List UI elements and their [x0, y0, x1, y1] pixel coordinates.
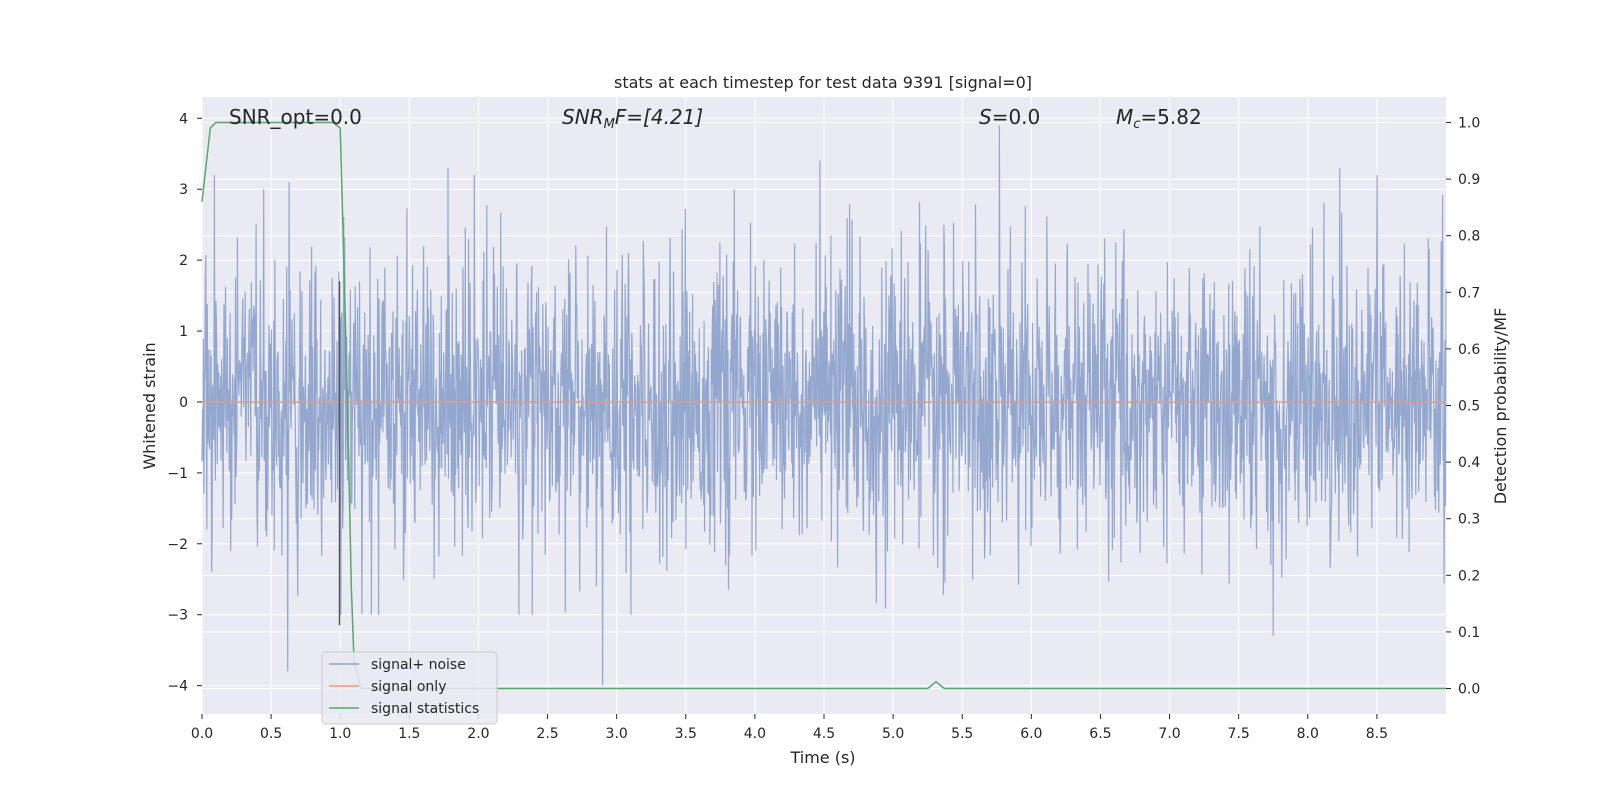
x-tick-label: 8.0 [1297, 726, 1319, 742]
y-axis-right-ticks: 1.0 0.9 0.8 0.7 0.6 0.5 0.4 0.3 0.2 0.1 0.0 [1446, 115, 1480, 698]
legend-label-signal-only: signal only [371, 679, 446, 695]
legend-box [321, 651, 498, 725]
x-tick-label: 1.0 [329, 726, 351, 742]
y-right-tick-label: 0.0 [1458, 682, 1480, 698]
x-tick-label: 6.0 [1020, 726, 1042, 742]
x-tick-label: 4.5 [813, 726, 835, 742]
x-tick-label: 5.5 [951, 726, 973, 742]
y-right-tick-label: 0.4 [1458, 455, 1480, 471]
y-right-tick-label: 0.8 [1458, 229, 1480, 245]
x-tick-label: 2.5 [536, 726, 558, 742]
x-tick-label: 3.0 [606, 726, 628, 742]
x-tick-label: 2.0 [467, 726, 489, 742]
x-tick-label: 6.5 [1089, 726, 1111, 742]
legend-label-signal-statistics: signal statistics [371, 701, 479, 717]
chart-title: stats at each timestep for test data 939… [614, 73, 1032, 92]
series-signal-statistics [201, 121, 1446, 690]
annotation-mc-tail: =5.82 [1140, 105, 1201, 129]
legend-label-signal-noise: signal+ noise [371, 657, 466, 673]
y-left-tick-label: −1 [167, 466, 188, 482]
y-left-tick-label: 0 [179, 395, 188, 411]
y-axis-left-label: Whitened strain [140, 342, 159, 469]
annotation-mc: Mc=5.82 [1116, 105, 1202, 132]
annotation-snr-opt: SNR_opt=0.0 [229, 105, 362, 129]
annotation-snr-mf-tail: F=[4.21] [615, 105, 703, 129]
x-tick-label: 4.0 [744, 726, 766, 742]
annotation-s: S=0.0 [979, 105, 1040, 129]
y-left-tick-label: 3 [179, 182, 188, 198]
y-left-tick-label: −4 [167, 679, 188, 695]
annotation-s-main: S [979, 105, 992, 129]
y-right-tick-label: 1.0 [1458, 115, 1480, 131]
y-axis-right-label: Detection probability/MF [1491, 308, 1510, 505]
annotation-mc-sub: c [1133, 117, 1140, 132]
annotation-mc-main: M [1116, 105, 1133, 129]
y-left-tick-label: 4 [179, 111, 188, 127]
y-left-tick-label: −3 [167, 608, 188, 624]
y-left-tick-label: −2 [167, 537, 188, 553]
y-left-tick-label: 1 [179, 324, 188, 340]
x-tick-label: 8.5 [1366, 726, 1388, 742]
x-tick-label: 7.5 [1228, 726, 1250, 742]
y-right-tick-label: 0.6 [1458, 342, 1480, 358]
x-tick-label: 7.0 [1158, 726, 1180, 742]
noise-polyline [201, 125, 1447, 686]
annotation-snr-mf-sub: M [604, 117, 615, 132]
legend: signal+ noise signal only signal statist… [321, 651, 498, 725]
series-signal-noise [201, 125, 1447, 686]
y-right-tick-label: 0.9 [1458, 172, 1480, 188]
y-axis-left-ticks: 4 3 2 1 0 −1 −2 −3 −4 [167, 111, 202, 695]
x-tick-label: 0.0 [191, 726, 213, 742]
x-axis-label: Time (s) [789, 748, 855, 767]
annotation-s-tail: =0.0 [992, 105, 1041, 129]
y-right-tick-label: 0.3 [1458, 512, 1480, 528]
annotation-snr-mf-main: SNR [562, 105, 604, 129]
y-left-tick-label: 2 [179, 253, 188, 269]
y-right-tick-label: 0.7 [1458, 285, 1480, 301]
x-tick-label: 3.5 [675, 726, 697, 742]
x-tick-label: 0.5 [260, 726, 282, 742]
x-tick-label: 1.5 [398, 726, 420, 742]
y-right-tick-label: 0.1 [1458, 625, 1480, 641]
x-axis-ticks: 0.0 0.5 1.0 1.5 2.0 2.5 3.0 3.5 4.0 4.5 5.0 5.5 6.0 6… [191, 714, 1388, 742]
annotation-snr-mf: SNRMF=[4.21] [562, 105, 703, 132]
y-right-tick-label: 0.2 [1458, 568, 1480, 584]
x-tick-label: 5.0 [882, 726, 904, 742]
y-right-tick-label: 0.5 [1458, 399, 1480, 415]
